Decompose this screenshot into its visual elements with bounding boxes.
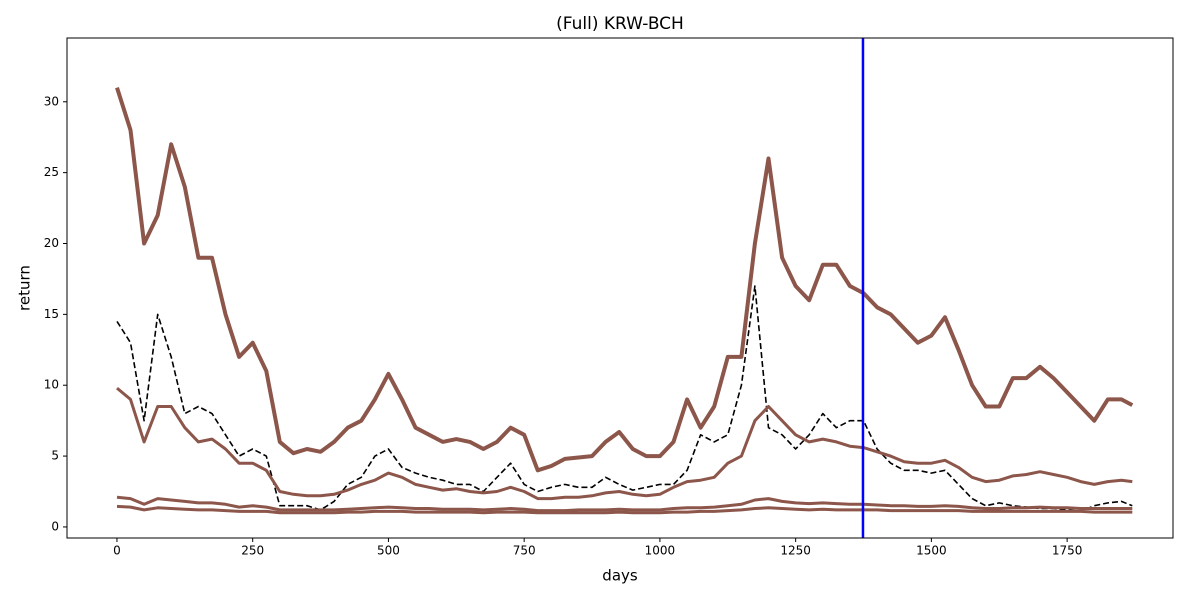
x-tick-label: 1750 xyxy=(1052,544,1083,558)
x-tick-label: 750 xyxy=(513,544,536,558)
series-line xyxy=(115,86,1134,473)
x-tick-label: 1250 xyxy=(780,544,811,558)
chart-title: (Full) KRW-BCH xyxy=(556,14,684,34)
x-axis-label: days xyxy=(602,567,638,585)
series-line xyxy=(116,386,1133,501)
plot-frame xyxy=(66,37,1174,539)
y-tick-label: 20 xyxy=(44,236,59,250)
y-tick-label: 25 xyxy=(44,165,59,179)
x-tick-label: 500 xyxy=(377,544,400,558)
series-line xyxy=(116,495,1133,513)
series-line xyxy=(116,504,1133,515)
y-tick-label: 10 xyxy=(44,378,59,392)
series-line xyxy=(116,285,1133,513)
y-axis-label: return xyxy=(16,265,34,311)
x-tick-label: 0 xyxy=(113,544,121,558)
x-tick-label: 250 xyxy=(241,544,264,558)
x-tick-label: 1000 xyxy=(645,544,676,558)
y-tick-label: 15 xyxy=(44,307,59,321)
y-tick-label: 0 xyxy=(51,519,59,533)
y-tick-label: 5 xyxy=(51,449,59,463)
x-tick-label: 1500 xyxy=(916,544,947,558)
y-tick-label: 30 xyxy=(44,94,59,108)
